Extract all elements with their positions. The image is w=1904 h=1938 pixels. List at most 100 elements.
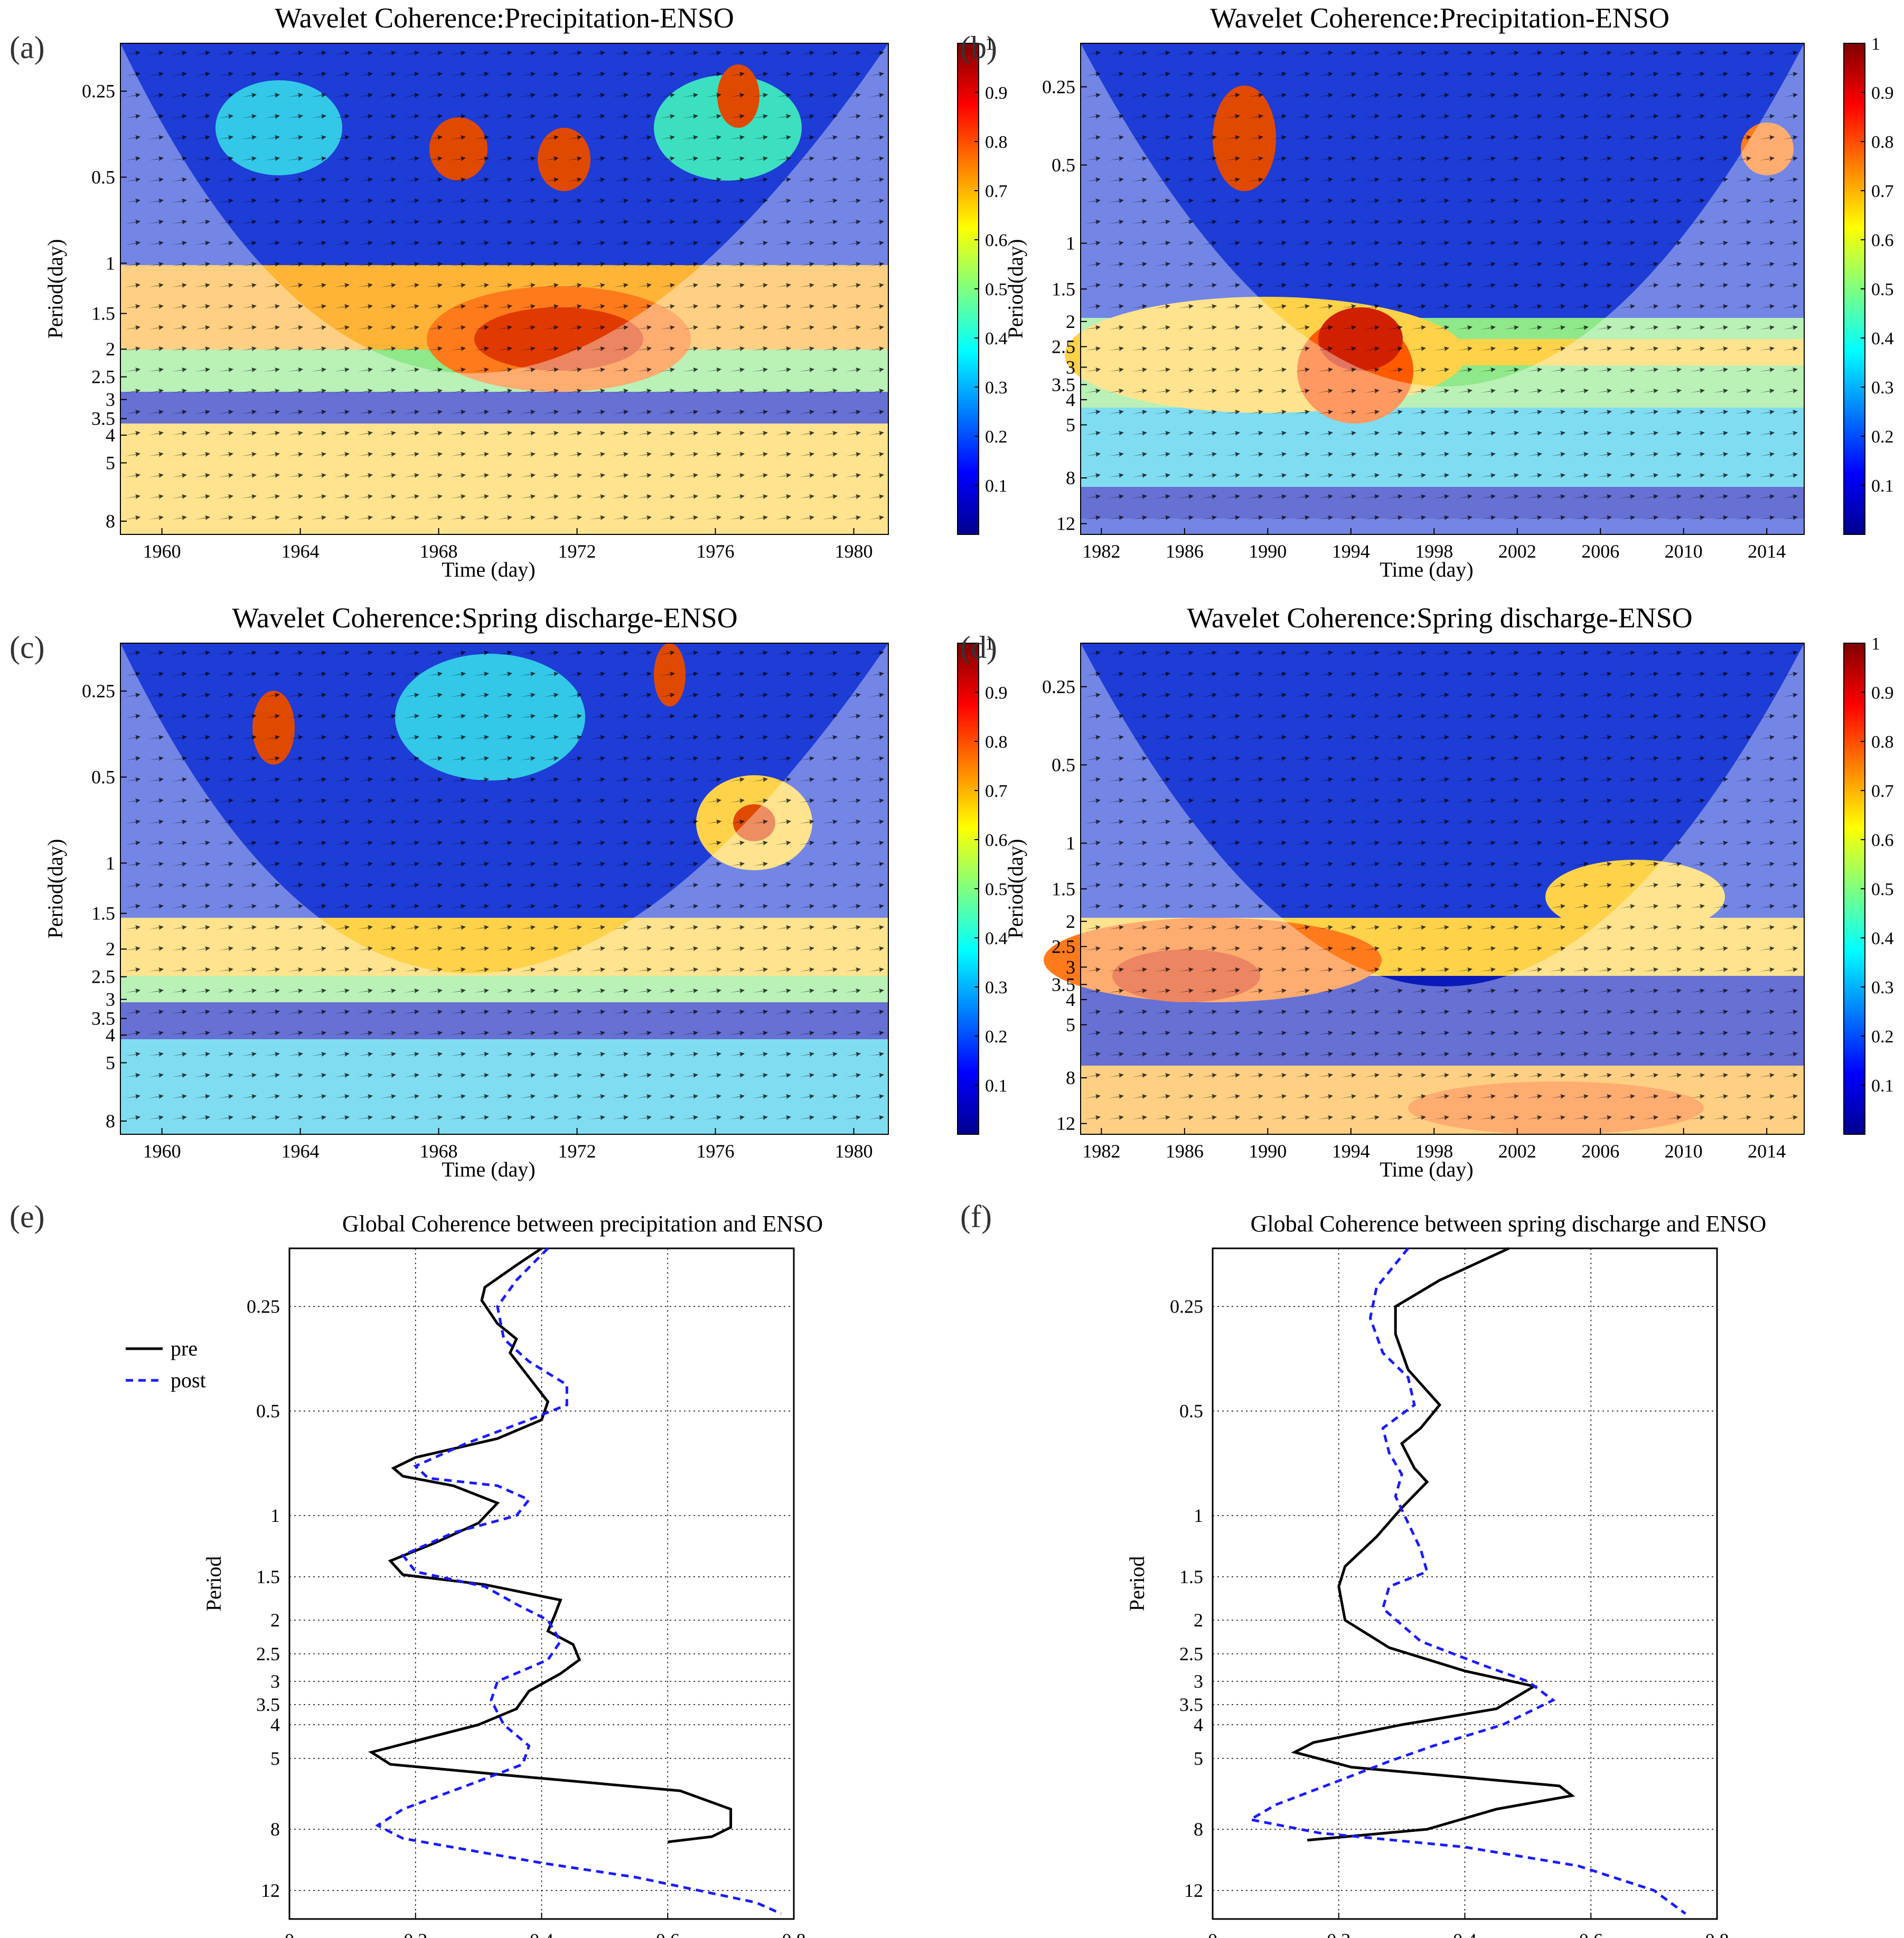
y-axis-label: Period(day) (1003, 839, 1027, 939)
panel-e: (e) Global Coherence between precipitati… (10, 1199, 823, 1938)
panel-d-axes: 1982 1986 1990 1994 1998 2002 2006 2010 20140.25… (1003, 634, 1894, 1181)
colorbar-tick-label: 0.7 (1871, 182, 1894, 201)
panel-d-title: Wavelet Coherence:Spring discharge-ENSO (1187, 602, 1692, 634)
x-tick-label: 0.4 (530, 1930, 554, 1938)
y-tick-label: 0.25 (1042, 676, 1075, 697)
colorbar-tick-label: 0.7 (985, 182, 1008, 201)
colorbar-tick-label: 0.8 (985, 133, 1008, 152)
panel-c-title: Wavelet Coherence:Spring discharge-ENSO (232, 602, 737, 634)
panel-b-plot (1065, 43, 1805, 535)
y-tick-label: 4 (106, 1024, 115, 1046)
y-axis-label: Period(day) (43, 239, 67, 339)
y-tick-label: 0.25 (247, 1296, 280, 1317)
series-pre-line (1291, 1247, 1575, 1842)
y-tick-label: 4 (1066, 989, 1075, 1010)
x-axis-label: Time (day) (1380, 558, 1473, 581)
y-tick-label: 1 (270, 1505, 280, 1526)
y-tick-label: 0.25 (82, 81, 115, 102)
panel-a: (a) Wavelet Coherence:Precipitation-ENSO… (10, 2, 1008, 581)
colorbar-tick-label: 0.5 (985, 280, 1008, 299)
x-tick-label: 1998 (1415, 1141, 1453, 1162)
x-tick-label: 1986 (1166, 541, 1204, 562)
colorbar-tick-label: 0.4 (1871, 929, 1894, 948)
y-tick-label: 1 (106, 252, 115, 274)
colorbar-tick-label: 1 (985, 34, 994, 54)
panel-b-label: (b) (960, 30, 997, 65)
colorbar-tick-label: 0.7 (985, 782, 1008, 801)
colorbar-tick-label: 0.4 (985, 929, 1008, 948)
y-tick-label: 0.5 (91, 166, 115, 187)
y-tick-label: 3.5 (91, 408, 115, 429)
colorbar-tick-label: 0.6 (985, 831, 1008, 850)
panel-e-title: Global Coherence between precipitation a… (342, 1211, 823, 1237)
y-tick-label: 0.5 (1052, 155, 1075, 176)
panel-e-frame (288, 1247, 795, 1920)
y-tick-label: 8 (106, 1111, 115, 1132)
x-tick-label: 1972 (558, 541, 596, 562)
x-tick-label: 0.8 (782, 1930, 806, 1938)
y-tick-label: 1 (1066, 833, 1075, 854)
colorbar-tick-label: 0.8 (985, 732, 1008, 752)
x-tick-label: 1998 (1415, 541, 1453, 562)
panel-f-label: (f) (960, 1199, 992, 1234)
colorbar-tick-label: 0.9 (1871, 683, 1894, 703)
y-tick-label: 0.5 (1179, 1400, 1203, 1422)
x-tick-label: 1990 (1249, 1141, 1287, 1162)
colorbar-tick-label: 0.3 (985, 978, 1008, 998)
panel-a-label: (a) (10, 30, 45, 65)
panel-c-plot (120, 643, 889, 1135)
y-tick-label: 8 (1066, 1067, 1075, 1088)
panel-a-plot (120, 43, 889, 535)
panel-c: (c) Wavelet Coherence:Spring discharge-E… (10, 602, 1008, 1181)
colorbar-tick-label: 0.9 (1871, 83, 1894, 103)
y-tick-label: 1 (106, 852, 115, 873)
y-tick-label: 1.5 (91, 303, 115, 324)
colorbar-tick-label: 0.3 (1871, 978, 1894, 998)
y-tick-label: 12 (1056, 513, 1075, 534)
colorbar-tick-label: 0.5 (1871, 880, 1894, 899)
colorbar-tick-label: 0.2 (985, 1027, 1008, 1047)
global-axes: 0 0.2 0.4 0.6 0.8 0.25 0.5 1 1.5 2 2.5 33.54 5 8 12 Per… (202, 1248, 806, 1938)
y-tick-label: 5 (270, 1748, 280, 1769)
x-tick-label: 1968 (420, 1141, 458, 1162)
panel-f: (f) Global Coherence between spring disc… (960, 1199, 1766, 1938)
y-tick-label: 3.5 (1179, 1694, 1203, 1715)
panel-b: (b) Wavelet Coherence:Precipitation-ENSO… (960, 2, 1894, 581)
y-tick-label: 3.5 (1052, 974, 1075, 995)
panel-b-axes: 1982 1986 1990 1994 1998 2002 2006 2010 20140.25… (1003, 34, 1894, 581)
y-axis-label: Period(day) (1003, 239, 1027, 339)
y-tick-label: 3.5 (91, 1008, 115, 1029)
colorbar-tick-label: 0.2 (985, 427, 1008, 447)
x-axis-label: Time (day) (442, 558, 535, 581)
y-tick-label: 4 (270, 1714, 280, 1735)
y-tick-label: 5 (106, 1052, 115, 1074)
panel-e-legend: pre post (126, 1337, 206, 1392)
x-axis-label: Time (day) (442, 1158, 535, 1181)
colorbar-tick-label: 0.4 (985, 329, 1008, 349)
x-tick-label: 0.6 (656, 1930, 680, 1938)
x-tick-label: 1994 (1332, 541, 1370, 562)
colorbar-tick-label: 0.7 (1871, 782, 1894, 801)
y-tick-label: 12 (1184, 1880, 1203, 1901)
x-tick-label: 1976 (697, 541, 735, 562)
colorbar-tick-label: 0.6 (1871, 231, 1894, 250)
y-tick-label: 0.5 (256, 1400, 280, 1422)
x-axis-label: Time (day) (1380, 1158, 1473, 1181)
colorbar-tick-label: 0.5 (985, 880, 1008, 899)
y-axis-label: Period (1125, 1556, 1149, 1611)
x-tick-label: 1960 (143, 541, 181, 562)
x-tick-label: 2002 (1498, 541, 1536, 562)
x-tick-label: 1972 (558, 1141, 596, 1162)
y-axis-label: Period(day) (43, 839, 67, 939)
x-tick-label: 2010 (1665, 541, 1703, 562)
global-axes: 0 0.2 0.4 0.6 0.8 0.25 0.5 1 1.5 2 2.5 33.54 5 8 12 Per… (1125, 1248, 1729, 1938)
x-tick-label: 1994 (1332, 1141, 1370, 1162)
y-tick-label: 2 (270, 1610, 280, 1631)
x-tick-label: 1982 (1082, 541, 1120, 562)
y-axis-label: Period (202, 1556, 226, 1611)
colorbar-tick-label: 0.9 (985, 83, 1008, 103)
y-tick-label: 12 (1056, 1113, 1075, 1134)
y-tick-label: 2 (106, 938, 115, 959)
y-tick-label: 5 (1194, 1748, 1203, 1769)
